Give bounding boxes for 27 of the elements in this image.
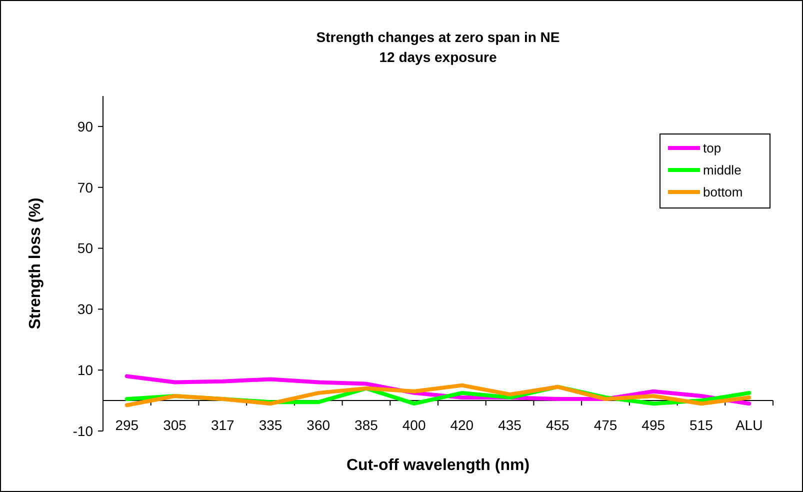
x-tick-label: 455 [546, 417, 570, 433]
x-tick-label: 400 [402, 417, 426, 433]
x-tick-label: 335 [258, 417, 282, 433]
x-tick-label: ALU [735, 417, 763, 433]
x-tick-label: 420 [450, 417, 474, 433]
x-tick-label: 295 [115, 417, 139, 433]
legend-label: bottom [703, 184, 743, 200]
x-tick-label: 515 [690, 417, 714, 433]
x-tick-label: 305 [163, 417, 187, 433]
x-tick-label: 385 [354, 417, 378, 433]
x-tick-label: 360 [306, 417, 330, 433]
y-tick-label: 90 [77, 118, 94, 134]
legend-label: top [703, 140, 722, 156]
chart-subtitle: 12 days exposure [379, 49, 497, 65]
y-tick-label: 70 [77, 179, 94, 196]
x-tick-label: 317 [210, 417, 235, 433]
y-tick-label: 50 [77, 240, 94, 256]
x-tick-label: 435 [498, 417, 522, 433]
x-tick-label: 495 [642, 417, 666, 433]
x-tick-label: 475 [594, 417, 618, 433]
y-tick-label: 10 [77, 362, 94, 378]
x-axis-title: Cut-off wavelength (nm) [346, 457, 530, 474]
chart-title: Strength changes at zero span in NE [316, 29, 560, 45]
y-tick-label: -10 [72, 422, 94, 439]
y-axis-title: Strength loss (%) [27, 198, 44, 330]
y-tick-label: 30 [77, 301, 94, 318]
legend-label: middle [703, 162, 742, 178]
